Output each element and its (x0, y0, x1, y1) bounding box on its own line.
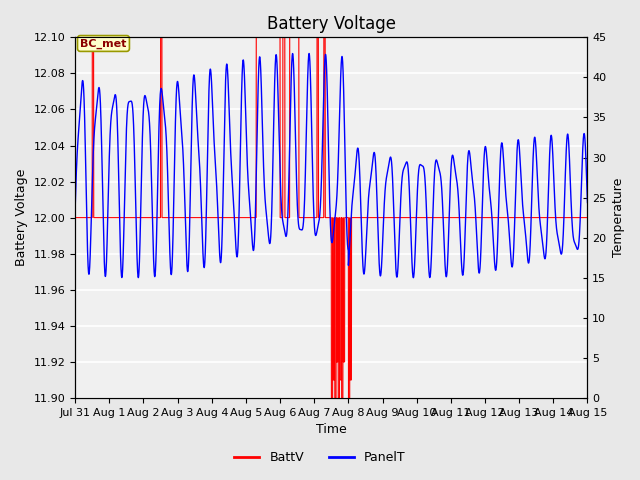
X-axis label: Time: Time (316, 423, 347, 436)
Y-axis label: Battery Voltage: Battery Voltage (15, 169, 28, 266)
Text: BC_met: BC_met (80, 38, 127, 48)
Y-axis label: Temperature: Temperature (612, 178, 625, 257)
Title: Battery Voltage: Battery Voltage (267, 15, 396, 33)
Legend: BattV, PanelT: BattV, PanelT (229, 446, 411, 469)
